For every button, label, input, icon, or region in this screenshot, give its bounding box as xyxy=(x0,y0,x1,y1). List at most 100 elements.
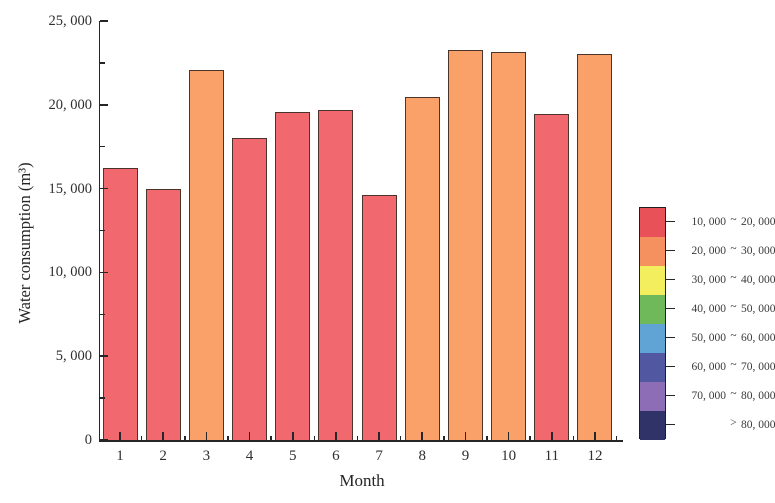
x-major-tick xyxy=(335,432,337,440)
legend-range-high: 60, 000 xyxy=(741,331,775,344)
y-tick-label: 25, 000 xyxy=(48,13,93,29)
legend-tick xyxy=(666,423,675,426)
x-minor-tick xyxy=(443,436,445,440)
x-tick-label: 3 xyxy=(202,448,211,464)
bar-month-10 xyxy=(491,52,527,440)
legend-range-separator: > xyxy=(730,416,737,429)
bar-month-9 xyxy=(447,50,483,440)
y-axis-spine xyxy=(98,21,101,442)
y-major-tick xyxy=(100,20,109,22)
bar-month-3 xyxy=(188,70,224,440)
legend-color-segment xyxy=(640,411,665,440)
x-tick-label: 10 xyxy=(501,448,517,464)
x-major-tick xyxy=(162,432,164,440)
x-tick-label: 7 xyxy=(375,448,383,464)
legend-range-high: 80, 000 xyxy=(741,418,775,431)
y-tick-label: 10, 000 xyxy=(48,264,93,281)
x-minor-tick xyxy=(313,436,316,440)
x-minor-tick xyxy=(486,436,488,440)
legend-range-separator: ~ xyxy=(730,300,737,313)
y-major-tick xyxy=(100,104,109,106)
bar-month-12 xyxy=(577,53,613,440)
legend-color-segment xyxy=(640,382,665,411)
x-major-tick xyxy=(248,432,251,440)
legend-color-segment xyxy=(640,208,665,237)
x-major-tick xyxy=(464,432,467,440)
legend-tick xyxy=(666,249,675,252)
y-major-tick xyxy=(100,439,109,441)
y-minor-tick xyxy=(100,145,105,148)
x-tick-label: 2 xyxy=(159,448,167,464)
legend-entry: >80, 000 xyxy=(666,417,775,433)
x-tick-label: 1 xyxy=(116,448,124,464)
legend-range-low: 10, 000 xyxy=(691,215,727,228)
legend-tick xyxy=(666,336,675,339)
y-tick-label: 15, 000 xyxy=(48,180,93,197)
x-tick-label: 12 xyxy=(587,448,603,464)
x-tick-label: 9 xyxy=(461,448,470,464)
legend-range-separator: ~ xyxy=(730,271,737,284)
x-major-tick xyxy=(378,432,380,440)
x-tick-label: 4 xyxy=(245,448,254,464)
y-tick-label: 5, 000 xyxy=(55,348,92,365)
legend-range-high: 30, 000 xyxy=(741,244,775,257)
legend-range-separator: ~ xyxy=(730,213,737,226)
legend-color-segment xyxy=(640,353,665,382)
legend-range-low: 60, 000 xyxy=(691,360,727,373)
y-minor-tick xyxy=(100,229,105,232)
legend-entry: 20, 000 ~30, 000 xyxy=(666,243,775,259)
y-tick-label: 20, 000 xyxy=(48,96,93,113)
x-major-tick xyxy=(551,432,553,440)
legend-range-high: 70, 000 xyxy=(741,360,775,373)
bar-month-2 xyxy=(145,189,181,440)
legend-range-separator: ~ xyxy=(730,242,737,255)
x-major-tick xyxy=(119,432,121,440)
x-minor-tick xyxy=(615,436,618,440)
x-minor-tick xyxy=(227,436,229,440)
legend-entry: 40, 000 ~50, 000 xyxy=(666,301,775,317)
legend-color-segment xyxy=(640,324,665,353)
y-axis-title: Water consumption (m³) xyxy=(15,162,34,324)
x-minor-tick xyxy=(356,436,359,440)
legend-range-separator: ~ xyxy=(730,387,737,400)
bar-month-1 xyxy=(102,168,138,440)
y-major-tick xyxy=(100,271,109,274)
legend-range-low: 20, 000 xyxy=(691,244,727,257)
legend-range-high: 50, 000 xyxy=(741,302,775,315)
legend-range-separator: ~ xyxy=(730,329,737,342)
x-minor-tick xyxy=(572,436,575,440)
x-tick-label: 5 xyxy=(288,448,297,464)
legend-range-low: 50, 000 xyxy=(691,331,727,344)
legend-color-segment xyxy=(640,266,665,295)
legend-range-low: 30, 000 xyxy=(691,273,727,286)
legend-entry: 60, 000 ~70, 000 xyxy=(666,359,775,375)
legend-tick xyxy=(666,307,675,310)
bar-month-4 xyxy=(232,138,268,440)
legend-tick xyxy=(666,365,675,368)
x-minor-tick xyxy=(270,436,272,440)
legend-range-high: 80, 000 xyxy=(741,389,775,402)
legend-entry: 30, 000 ~40, 000 xyxy=(666,272,775,288)
legend-tick xyxy=(666,394,675,397)
legend-range-high: 20, 000 xyxy=(741,215,775,228)
x-tick-label: 11 xyxy=(544,448,560,464)
x-major-tick xyxy=(507,432,510,440)
x-tick-label: 8 xyxy=(418,448,427,464)
y-major-tick xyxy=(100,187,109,190)
y-minor-tick xyxy=(100,313,105,316)
x-tick-label: 6 xyxy=(332,448,340,464)
y-minor-tick xyxy=(100,397,105,399)
x-major-tick xyxy=(291,432,294,440)
bar-month-8 xyxy=(404,97,440,440)
legend-entry: 70, 000 ~80, 000 xyxy=(666,388,775,404)
x-minor-tick xyxy=(140,436,143,440)
legend-range-separator: ~ xyxy=(730,358,737,371)
legend-entry: 50, 000 ~60, 000 xyxy=(666,330,775,346)
y-major-tick xyxy=(100,355,109,357)
x-major-tick xyxy=(205,432,208,440)
bar-month-5 xyxy=(275,112,311,440)
x-major-tick xyxy=(594,432,596,440)
bar-month-7 xyxy=(361,195,397,440)
bar-month-11 xyxy=(534,114,570,440)
